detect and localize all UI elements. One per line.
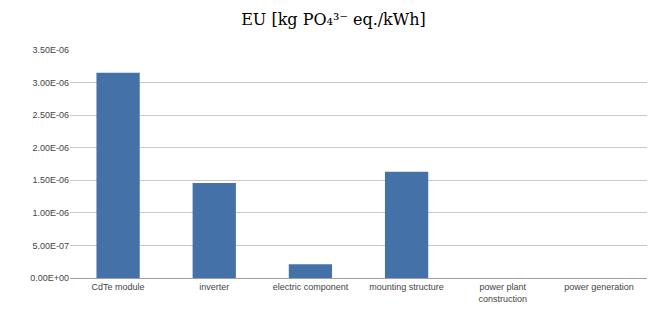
svg-text:1.50E-06: 1.50E-06 <box>32 175 69 185</box>
svg-text:3.50E-06: 3.50E-06 <box>32 45 69 55</box>
svg-text:power generation: power generation <box>564 282 634 292</box>
svg-text:5.00E-07: 5.00E-07 <box>32 241 69 251</box>
svg-text:electric component: electric component <box>273 282 349 292</box>
svg-text:power plantconstruction: power plantconstruction <box>478 282 527 304</box>
svg-text:EU [kg PO₄³⁻ eq./kWh]: EU [kg PO₄³⁻ eq./kWh] <box>241 10 426 29</box>
svg-text:mounting structure: mounting structure <box>369 282 444 292</box>
svg-text:1.00E-06: 1.00E-06 <box>32 208 69 218</box>
svg-text:2.50E-06: 2.50E-06 <box>32 110 69 120</box>
svg-text:inverter: inverter <box>199 282 229 292</box>
svg-text:CdTe module: CdTe module <box>92 282 145 292</box>
svg-text:0.00E+00: 0.00E+00 <box>30 273 69 283</box>
svg-text:3.00E-06: 3.00E-06 <box>32 78 69 88</box>
svg-text:2.00E-06: 2.00E-06 <box>32 143 69 153</box>
